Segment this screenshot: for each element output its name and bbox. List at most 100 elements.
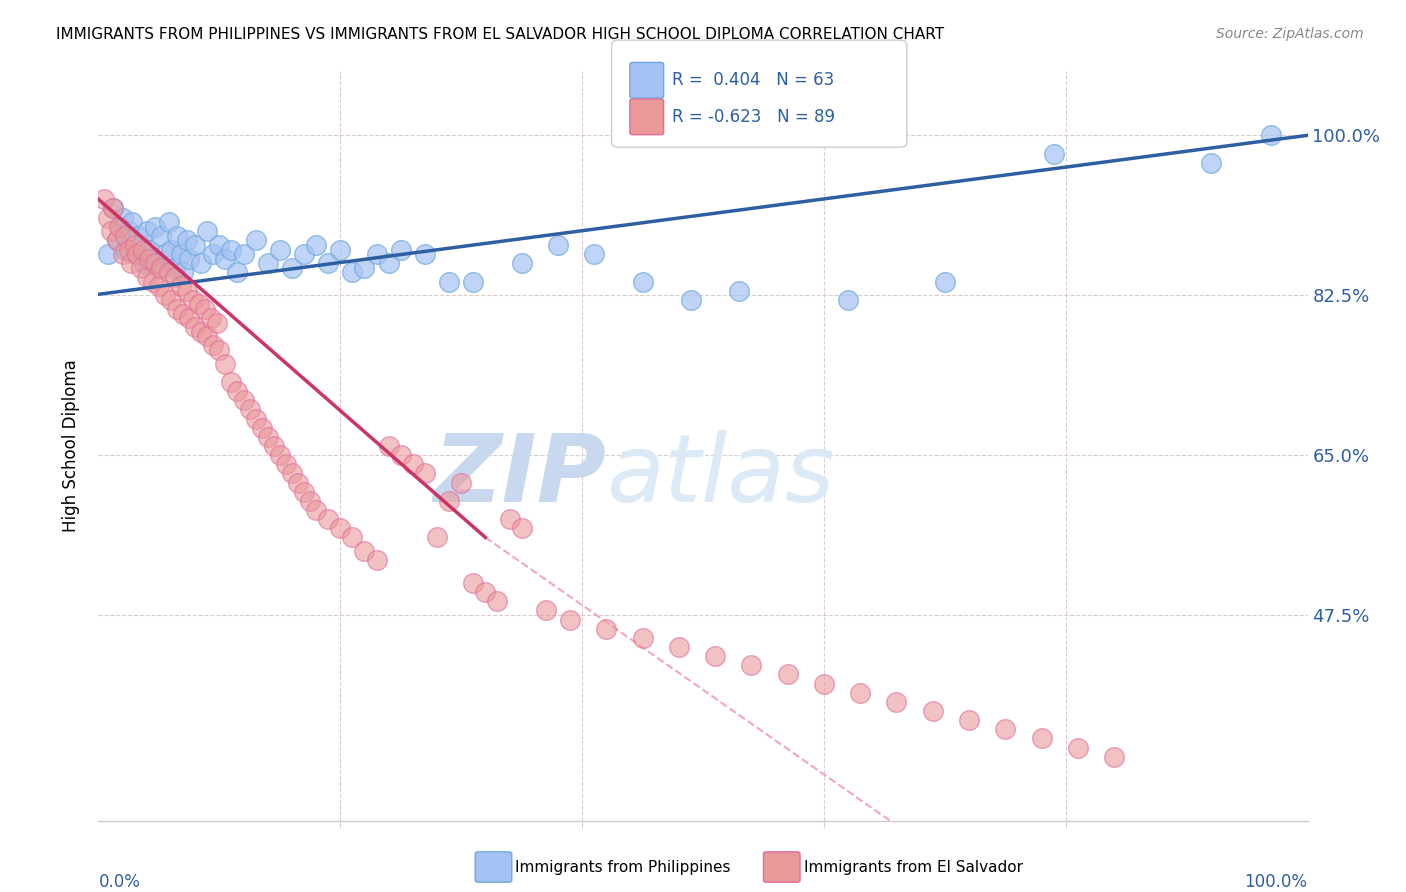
Point bbox=[299, 493, 322, 508]
Text: 100.0%: 100.0% bbox=[1244, 873, 1308, 891]
Point bbox=[108, 219, 131, 234]
Point bbox=[127, 247, 149, 261]
Point bbox=[172, 306, 194, 320]
Point bbox=[957, 713, 980, 727]
Point bbox=[353, 544, 375, 558]
Point bbox=[389, 243, 412, 257]
Point bbox=[124, 247, 146, 261]
Point bbox=[353, 260, 375, 275]
Point bbox=[221, 375, 243, 389]
Point bbox=[263, 439, 285, 453]
Point bbox=[631, 631, 654, 645]
Point bbox=[463, 275, 485, 289]
Point bbox=[135, 224, 157, 238]
Point bbox=[849, 686, 872, 700]
Point bbox=[176, 234, 198, 248]
Point bbox=[450, 475, 472, 490]
Point bbox=[153, 247, 176, 261]
Point bbox=[120, 256, 142, 270]
Point bbox=[498, 512, 520, 526]
Point bbox=[366, 553, 388, 567]
Point bbox=[187, 297, 209, 311]
Point bbox=[886, 695, 908, 709]
Point bbox=[214, 252, 236, 266]
Point bbox=[292, 484, 315, 499]
Point bbox=[437, 275, 460, 289]
Point bbox=[114, 228, 136, 243]
Point bbox=[105, 234, 128, 248]
Point bbox=[1031, 731, 1053, 746]
Point bbox=[316, 256, 339, 270]
Point bbox=[100, 224, 122, 238]
Point bbox=[274, 457, 297, 471]
Point bbox=[184, 238, 207, 252]
Point bbox=[389, 448, 412, 462]
Point bbox=[138, 243, 160, 257]
Point bbox=[281, 260, 304, 275]
Point bbox=[934, 275, 956, 289]
Point bbox=[250, 421, 273, 435]
Point bbox=[127, 228, 149, 243]
Point bbox=[595, 622, 617, 636]
Point bbox=[366, 247, 388, 261]
Text: R = -0.623   N = 89: R = -0.623 N = 89 bbox=[672, 108, 835, 126]
Point bbox=[142, 275, 165, 289]
Point bbox=[813, 676, 835, 690]
Point bbox=[245, 234, 267, 248]
Point bbox=[921, 704, 943, 718]
Point bbox=[558, 613, 581, 627]
Point bbox=[200, 311, 222, 326]
Point bbox=[190, 256, 212, 270]
Point bbox=[704, 649, 727, 664]
Point bbox=[202, 247, 225, 261]
Point bbox=[205, 316, 228, 330]
Point bbox=[413, 467, 436, 481]
Point bbox=[994, 723, 1017, 737]
Point bbox=[547, 238, 569, 252]
Point bbox=[510, 521, 533, 535]
Point bbox=[1102, 749, 1125, 764]
Point bbox=[305, 503, 328, 517]
Point bbox=[142, 256, 165, 270]
Point bbox=[129, 260, 152, 275]
Point bbox=[256, 430, 278, 444]
Point bbox=[329, 243, 352, 257]
Point bbox=[148, 279, 170, 293]
Point bbox=[232, 247, 254, 261]
Point bbox=[108, 219, 131, 234]
Point bbox=[281, 467, 304, 481]
Point bbox=[97, 211, 120, 225]
Point bbox=[184, 320, 207, 334]
Point bbox=[166, 301, 188, 316]
Text: R =  0.404   N = 63: R = 0.404 N = 63 bbox=[672, 71, 834, 89]
Text: ZIP: ZIP bbox=[433, 430, 606, 522]
Point bbox=[135, 269, 157, 284]
Point bbox=[1260, 128, 1282, 143]
Point bbox=[426, 530, 449, 544]
Point bbox=[111, 247, 134, 261]
Point bbox=[287, 475, 309, 490]
Point bbox=[232, 393, 254, 408]
Point bbox=[150, 260, 173, 275]
Point bbox=[316, 512, 339, 526]
Point bbox=[194, 301, 217, 316]
Y-axis label: High School Diploma: High School Diploma bbox=[62, 359, 80, 533]
Point bbox=[377, 439, 399, 453]
Point bbox=[143, 256, 166, 270]
Point bbox=[668, 640, 690, 654]
Point bbox=[118, 224, 141, 238]
Point bbox=[1042, 146, 1064, 161]
Point bbox=[226, 265, 249, 279]
Point bbox=[583, 247, 606, 261]
Point bbox=[181, 293, 204, 307]
Point bbox=[208, 238, 231, 252]
Point bbox=[153, 288, 176, 302]
Point bbox=[208, 343, 231, 357]
Point bbox=[160, 293, 183, 307]
Text: Immigrants from El Salvador: Immigrants from El Salvador bbox=[804, 860, 1024, 874]
Point bbox=[121, 215, 143, 229]
Point bbox=[129, 238, 152, 252]
Point bbox=[437, 493, 460, 508]
Point bbox=[176, 284, 198, 298]
Point bbox=[114, 243, 136, 257]
